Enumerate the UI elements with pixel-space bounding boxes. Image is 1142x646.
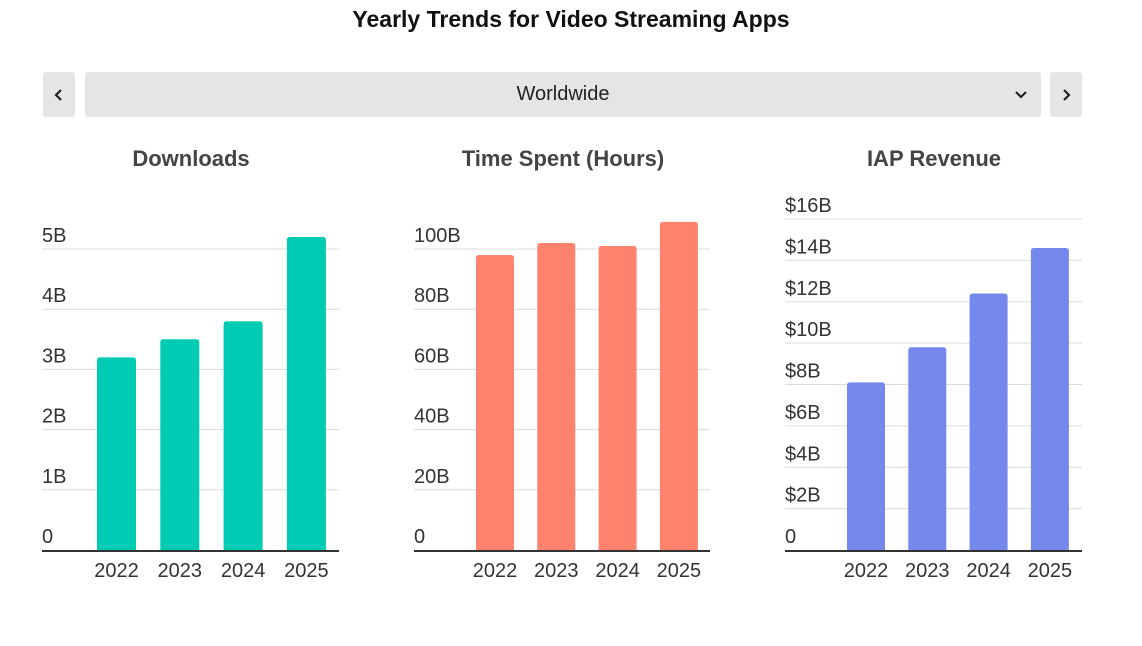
time-spent-bar-2023[interactable]: [537, 242, 576, 551]
time-spent-y-tick-label: 40B: [414, 406, 450, 428]
previous-region-button[interactable]: [43, 72, 75, 117]
downloads-x-tick-label: 2024: [221, 560, 266, 582]
time-spent-x-tick-label: 2025: [657, 560, 702, 582]
next-region-button[interactable]: [1050, 72, 1082, 117]
iap-revenue-bar-2022[interactable]: [847, 382, 885, 550]
time-spent-bar-2022[interactable]: [476, 255, 514, 550]
time-spent-x-tick-label: 2023: [534, 560, 579, 582]
iap-revenue-x-tick-label: 2025: [1028, 560, 1073, 582]
iap-revenue-y-tick-label: $8B: [785, 361, 821, 383]
downloads-x-tick-label: 2022: [94, 560, 139, 582]
chart-title-time-spent: Time Spent (Hours): [461, 146, 665, 171]
time-spent-bar-2025[interactable]: [659, 221, 698, 550]
time-spent-bar-2024[interactable]: [598, 245, 637, 551]
time-spent-y-tick-label: 60B: [414, 345, 450, 367]
region-select-value: Worldwide: [516, 83, 610, 105]
downloads-y-tick-label: 4B: [42, 285, 66, 307]
downloads-x-tick-label: 2025: [284, 560, 329, 582]
time-spent-y-tick-label: 80B: [414, 285, 450, 307]
iap-revenue-y-tick-label: $12B: [785, 278, 832, 300]
iap-revenue-y-tick-label: $2B: [785, 485, 821, 507]
chevron-right-icon: [1063, 88, 1071, 101]
chevron-down-icon: [1015, 91, 1027, 99]
time-spent-y-tick-label: 0: [414, 526, 425, 548]
chevron-left-icon: [54, 88, 62, 101]
iap-revenue-x-tick-label: 2023: [905, 560, 950, 582]
iap-revenue-bar-2025[interactable]: [1030, 247, 1069, 550]
downloads-y-tick-label: 5B: [42, 225, 66, 247]
downloads-y-tick-label: 0: [42, 526, 53, 548]
downloads-x-tick-label: 2023: [158, 560, 203, 582]
iap-revenue-y-tick-label: $14B: [785, 236, 832, 258]
iap-revenue-bar-2024[interactable]: [969, 293, 1008, 550]
time-spent-x-tick-label: 2024: [595, 560, 640, 582]
downloads-bar-2025[interactable]: [286, 236, 326, 550]
iap-revenue-y-tick-label: $10B: [785, 319, 832, 341]
page-title: Yearly Trends for Video Streaming Apps: [352, 6, 790, 32]
iap-revenue-y-tick-label: 0: [785, 526, 796, 548]
downloads-bar-2023[interactable]: [160, 339, 200, 550]
downloads-bar-2022[interactable]: [97, 357, 136, 550]
iap-revenue-y-tick-label: $16B: [785, 195, 832, 217]
downloads-bar-2024[interactable]: [223, 321, 263, 550]
time-spent-y-tick-label: 100B: [414, 225, 461, 247]
iap-revenue-x-tick-label: 2024: [966, 560, 1011, 582]
time-spent-x-tick-label: 2022: [473, 560, 518, 582]
region-select[interactable]: Worldwide: [85, 72, 1041, 117]
downloads-y-tick-label: 2B: [42, 406, 66, 428]
chart-title-iap-revenue: IAP Revenue: [866, 146, 1002, 171]
iap-revenue-y-tick-label: $4B: [785, 443, 821, 465]
iap-revenue-bar-2023[interactable]: [908, 347, 947, 550]
downloads-y-tick-label: 1B: [42, 466, 66, 488]
iap-revenue-y-tick-label: $6B: [785, 402, 821, 424]
downloads-y-tick-label: 3B: [42, 345, 66, 367]
time-spent-y-tick-label: 20B: [414, 466, 450, 488]
iap-revenue-x-tick-label: 2022: [844, 560, 889, 582]
chart-title-downloads: Downloads: [132, 146, 250, 171]
